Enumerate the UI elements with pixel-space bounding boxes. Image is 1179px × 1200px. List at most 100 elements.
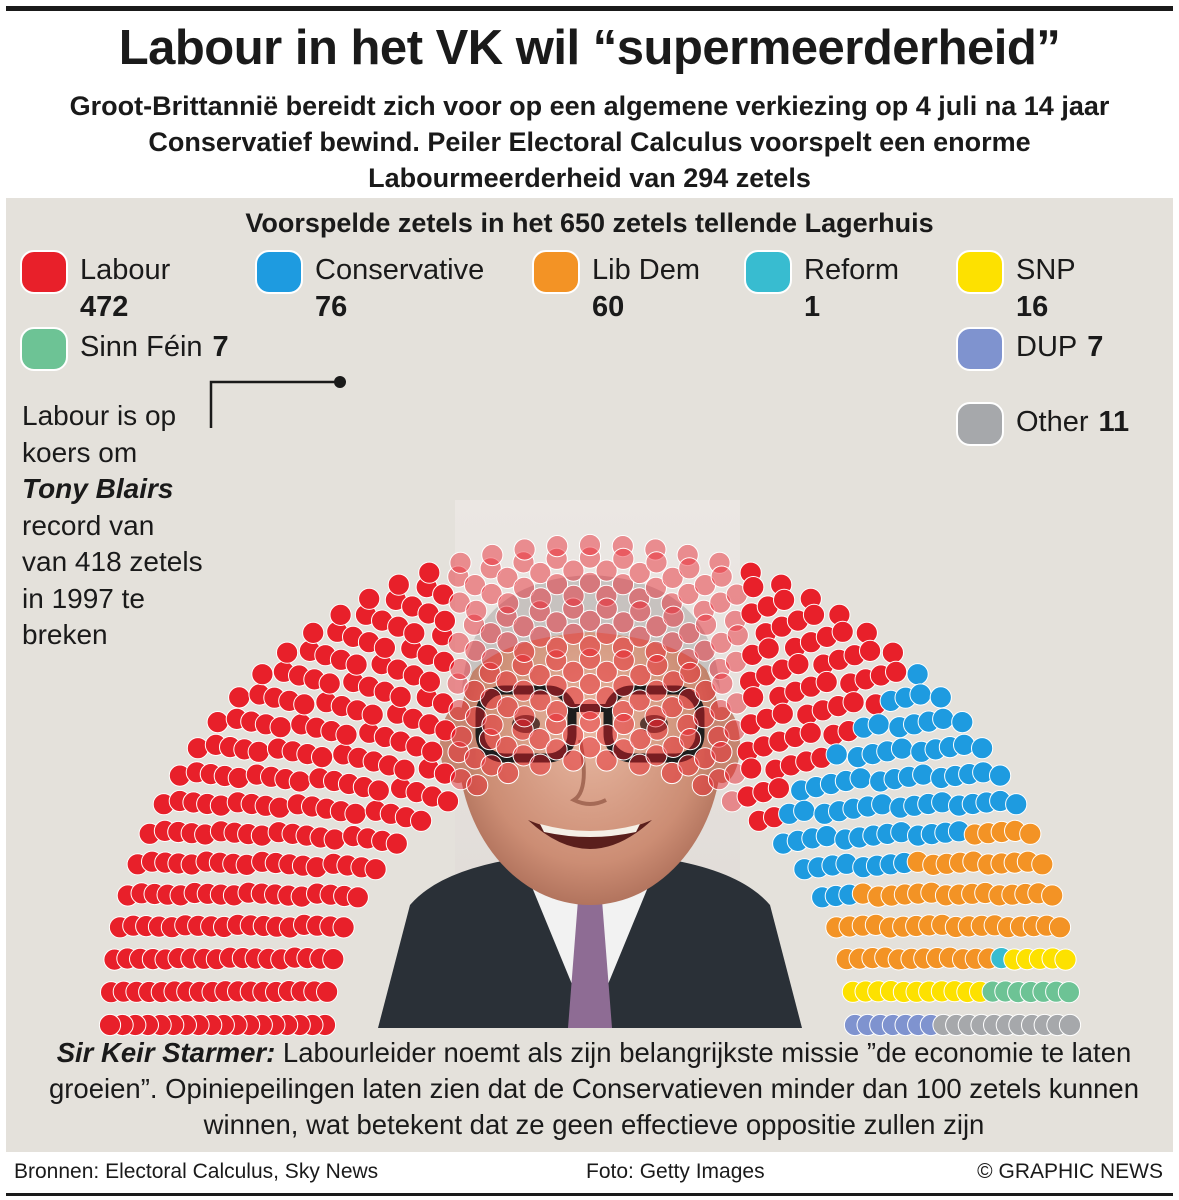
- seat-labour: [679, 661, 702, 684]
- seat-labour: [578, 673, 602, 696]
- seat-labour: [629, 664, 652, 687]
- seat-labour: [612, 712, 636, 736]
- seat-labour: [628, 753, 651, 776]
- seat-labour: [885, 660, 908, 683]
- seat-labour: [645, 615, 668, 638]
- seat-labour: [480, 582, 503, 606]
- seat-labour: [831, 620, 854, 643]
- seat-group: [98, 533, 1082, 1037]
- seat-conservative: [932, 707, 955, 731]
- seat-labour: [496, 566, 519, 590]
- seat-labour: [612, 674, 635, 697]
- seat-labour: [578, 736, 602, 759]
- seat-labour: [251, 663, 274, 686]
- seat-labour: [495, 670, 518, 693]
- seat-labour: [344, 802, 367, 825]
- seat-labour: [513, 538, 536, 561]
- seat-labour: [662, 605, 685, 628]
- seat-labour: [578, 647, 602, 670]
- legend-swatch-labour: [20, 250, 68, 294]
- seat-labour: [345, 653, 368, 676]
- seat-labour: [757, 637, 780, 660]
- seat-labour: [449, 551, 472, 574]
- seat-labour: [677, 754, 700, 777]
- seat-labour: [646, 654, 669, 677]
- seat-labour: [410, 809, 433, 832]
- seat-labour: [629, 728, 652, 751]
- seat-labour: [595, 686, 618, 709]
- legend-swatch-snp: [956, 250, 1004, 294]
- seat-labour: [335, 723, 358, 746]
- seat-labour: [269, 716, 292, 739]
- seat-labour: [385, 832, 408, 855]
- seat-labour: [545, 611, 568, 634]
- seat-labour: [433, 609, 456, 633]
- seat-labour: [293, 693, 316, 716]
- seat-labour: [611, 636, 635, 659]
- seat-labour: [247, 740, 270, 763]
- seat-labour: [562, 749, 585, 772]
- seat-labour: [578, 698, 602, 721]
- legend-value-other: 11: [1098, 406, 1130, 438]
- seat-labour: [450, 725, 473, 748]
- seat-labour: [329, 603, 352, 627]
- seat-labour: [513, 576, 536, 600]
- seat-labour: [322, 948, 345, 971]
- seat-conservative: [1005, 793, 1028, 816]
- seat-labour: [358, 587, 381, 610]
- seat-conservative: [971, 737, 994, 760]
- seat-labour: [497, 592, 520, 615]
- seat-labour: [693, 747, 717, 770]
- seat-labour: [323, 828, 346, 851]
- seat-labour: [529, 561, 552, 585]
- annotation-leader-dot: [334, 376, 346, 388]
- annotation-text-2: record van van 418 zetels in 1997 te bre…: [22, 509, 203, 651]
- seat-labour: [694, 613, 718, 636]
- seat-labour: [595, 724, 619, 747]
- seat-labour: [881, 641, 905, 664]
- seat-labour: [578, 635, 602, 658]
- seat-labour: [578, 546, 602, 569]
- seat-labour: [767, 777, 791, 800]
- seat-labour: [98, 1013, 122, 1037]
- seat-labour: [513, 640, 536, 664]
- seat-labour: [562, 724, 585, 747]
- seat-labour: [562, 660, 585, 684]
- photo-caption: Sir Keir Starmer: Labourleider noemt als…: [24, 1035, 1164, 1143]
- seat-labour: [595, 749, 618, 772]
- seat-labour: [740, 757, 763, 780]
- legend-value-reform: 1: [804, 291, 821, 323]
- chart-title: Voorspelde zetels in het 650 zetels tell…: [245, 208, 934, 238]
- seat-labour: [228, 686, 251, 709]
- seat-conservative: [929, 686, 952, 709]
- seat-conservative: [793, 799, 816, 822]
- seat-labour: [448, 699, 471, 722]
- legend-value-sinn-f-in: 7: [212, 331, 229, 363]
- legend-label-other: Other: [1016, 406, 1089, 438]
- seat-labour: [393, 758, 416, 781]
- seat-labour: [708, 551, 731, 574]
- seat-labour: [646, 718, 669, 741]
- seat-labour: [546, 535, 569, 558]
- seat-labour: [545, 674, 568, 697]
- seat-conservative: [989, 764, 1012, 787]
- seat-labour: [679, 728, 702, 751]
- legend-swatch-other: [956, 402, 1004, 446]
- seat-labour: [629, 600, 652, 623]
- seat-labour: [545, 738, 568, 761]
- page-subtitle: Groot-Brittannië bereidt zich voor op ee…: [69, 91, 1110, 193]
- seat-labour: [512, 615, 535, 638]
- seat-labour: [710, 631, 733, 654]
- seat-labour: [628, 587, 651, 610]
- seat-labour: [562, 584, 585, 608]
- seat-labour: [678, 557, 701, 580]
- seat-labour: [802, 603, 826, 626]
- seat-labour: [446, 672, 469, 695]
- seat-labour: [742, 686, 765, 709]
- legend-value-labour: 472: [80, 291, 129, 323]
- seat-labour: [709, 699, 732, 722]
- seat-labour: [612, 611, 635, 634]
- legend-label-labour: Labour: [80, 254, 171, 286]
- seat-sinn-f-in: [1057, 981, 1081, 1004]
- seat-labour: [528, 600, 551, 623]
